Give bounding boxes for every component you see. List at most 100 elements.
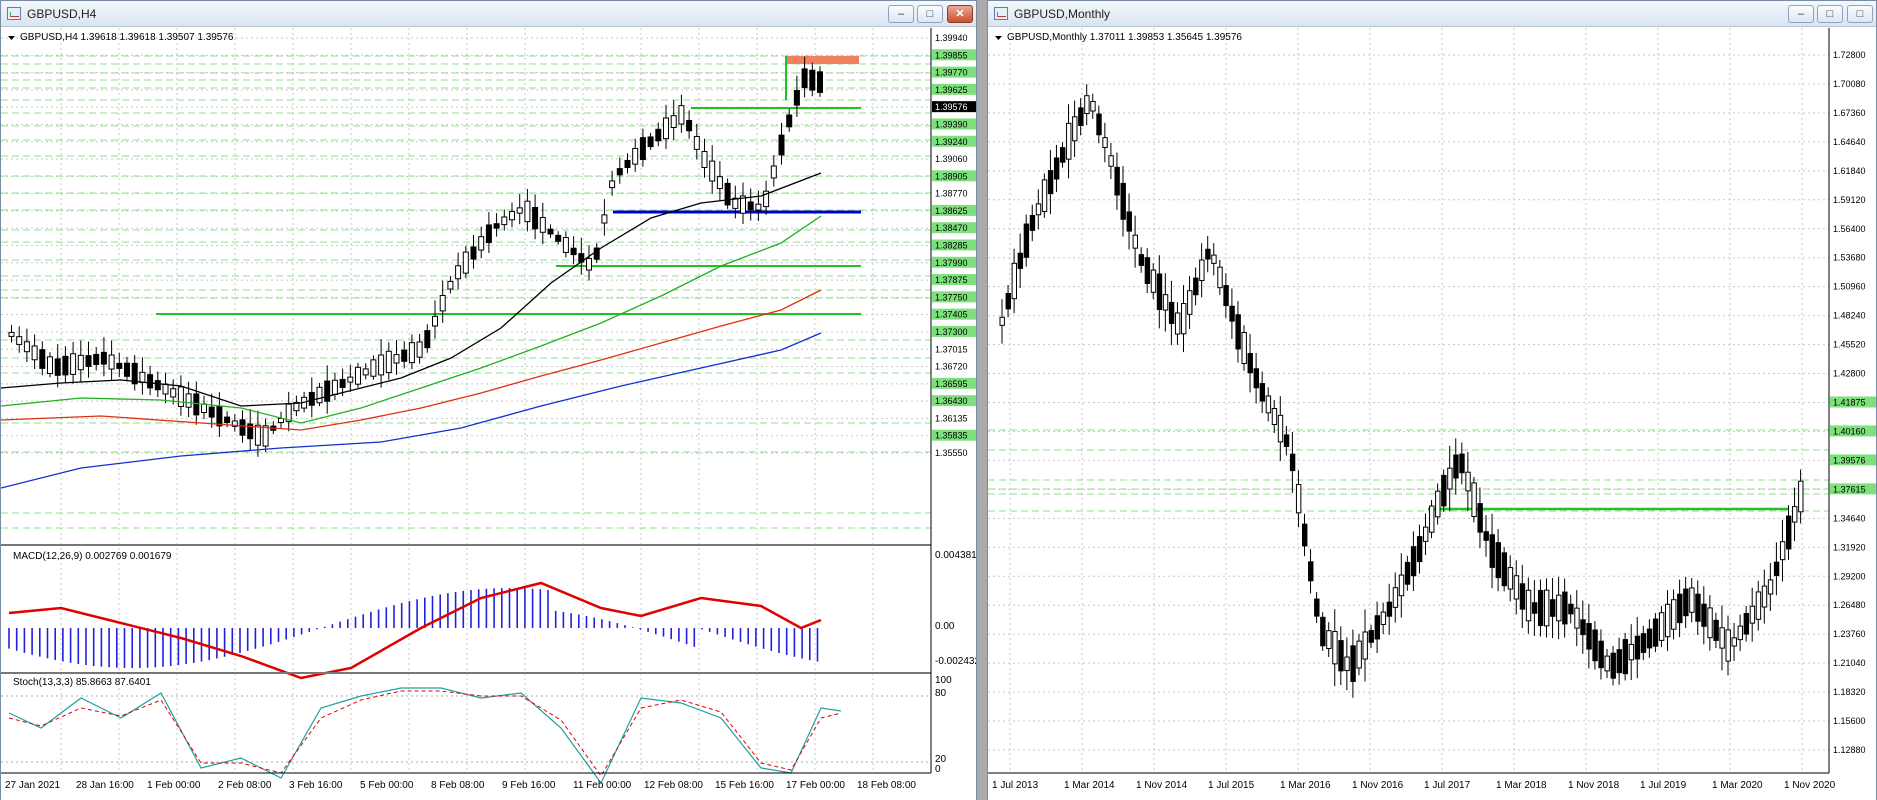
time-label: 1 Jul 2015 bbox=[1208, 780, 1255, 791]
bull-candle bbox=[70, 353, 77, 375]
price-label: 1.36135 bbox=[935, 413, 968, 423]
bear-candle bbox=[54, 358, 61, 376]
header-dropdown-icon[interactable] bbox=[995, 36, 1002, 40]
maximize-button[interactable]: □ bbox=[917, 5, 943, 23]
bull-candle bbox=[1332, 630, 1338, 665]
time-label: 1 Nov 2018 bbox=[1568, 780, 1620, 791]
bull-candle bbox=[77, 354, 84, 371]
bear-candle bbox=[1078, 107, 1084, 127]
bull-candle bbox=[1779, 541, 1786, 561]
bull-candle bbox=[23, 341, 30, 353]
time-label: 1 Mar 2018 bbox=[1496, 780, 1547, 791]
chart-header: GBPUSD,H4 1.39618 1.39618 1.39507 1.3957… bbox=[20, 32, 234, 43]
bull-candle bbox=[1392, 587, 1399, 608]
ma-line-red bbox=[1, 289, 822, 431]
price-label: 1.72800 bbox=[1833, 50, 1866, 60]
bear-candle bbox=[1773, 561, 1780, 576]
bear-candle bbox=[239, 419, 246, 436]
bull-candle bbox=[8, 331, 15, 337]
bull-candle bbox=[108, 354, 115, 370]
bull-candle bbox=[370, 359, 377, 377]
price-label: 1.67360 bbox=[1833, 108, 1866, 118]
bull-candle bbox=[1398, 574, 1405, 597]
close-button[interactable]: ✕ bbox=[947, 5, 973, 23]
bull-candle bbox=[509, 211, 515, 221]
bull-candle bbox=[1265, 395, 1272, 414]
bull-candle bbox=[1356, 640, 1362, 669]
bear-candle bbox=[62, 355, 69, 376]
bear-candle bbox=[1235, 314, 1241, 350]
bear-candle bbox=[1314, 598, 1320, 617]
price-tag-bg bbox=[1830, 425, 1876, 437]
time-label: 9 Feb 16:00 bbox=[502, 780, 556, 791]
window-titlebar[interactable]: GBPUSD,Monthly ‒ □ □ bbox=[988, 1, 1876, 27]
price-label: 1.38770 bbox=[935, 189, 968, 199]
bear-candle bbox=[1477, 503, 1483, 533]
price-label: 1.50960 bbox=[1833, 282, 1866, 292]
price-label: 1.29200 bbox=[1833, 571, 1866, 581]
price-label: 1.56400 bbox=[1833, 224, 1866, 234]
bear-candle bbox=[39, 349, 46, 369]
bull-candle bbox=[693, 135, 700, 150]
bull-candle bbox=[1011, 262, 1018, 300]
price-label: 1.39240 bbox=[935, 137, 968, 147]
restore-button[interactable]: □ bbox=[1847, 5, 1873, 23]
macd-scale-min: -0.002432 bbox=[935, 656, 976, 667]
price-tag-bg bbox=[932, 83, 976, 95]
header-dropdown-icon[interactable] bbox=[8, 36, 15, 40]
price-label: 1.15600 bbox=[1833, 716, 1866, 726]
chart-window-h4[interactable]: GBPUSD,H4 ‒ □ ✕ 1.39940 1.39855 1.39770 1.3… bbox=[0, 0, 977, 800]
bull-candle bbox=[678, 105, 685, 125]
bear-candle bbox=[1677, 593, 1683, 624]
chart-window-monthly[interactable]: GBPUSD,Monthly ‒ □ □ 1.72800 1.70080 1.673… bbox=[987, 0, 1877, 800]
bear-candle bbox=[93, 353, 100, 365]
bear-candle bbox=[424, 330, 431, 349]
bull-candle bbox=[1344, 656, 1350, 672]
maximize-button[interactable]: □ bbox=[1817, 5, 1843, 23]
time-label: 1 Jul 2013 bbox=[992, 780, 1039, 791]
h4-chart-canvas[interactable]: 1.39940 1.39855 1.39770 1.39625 1.39576 1.393… bbox=[1, 28, 976, 800]
bull-candle bbox=[1755, 591, 1762, 620]
price-tag-bg bbox=[932, 256, 976, 268]
bull-candle bbox=[1271, 408, 1278, 425]
bear-candle bbox=[1350, 645, 1356, 682]
bear-candle bbox=[324, 380, 331, 402]
monthly-chart-canvas[interactable]: 1.72800 1.70080 1.67360 1.64640 1.61840 1.591… bbox=[988, 28, 1876, 800]
price-label: 1.59120 bbox=[1833, 195, 1866, 205]
bear-candle bbox=[801, 68, 808, 89]
price-tag-bg bbox=[932, 274, 976, 286]
price-label: 1.39855 bbox=[935, 50, 968, 60]
bear-candle bbox=[1786, 515, 1792, 550]
minimize-button[interactable]: ‒ bbox=[888, 5, 914, 23]
bull-candle bbox=[462, 251, 469, 274]
price-label: 1.37990 bbox=[935, 258, 968, 268]
bull-candle bbox=[162, 383, 169, 395]
bull-candle bbox=[1174, 312, 1181, 335]
bear-candle bbox=[1338, 640, 1344, 672]
bear-candle bbox=[485, 224, 492, 244]
bear-candle bbox=[555, 234, 562, 242]
bull-candle bbox=[601, 214, 608, 224]
minimize-button[interactable]: ‒ bbox=[1788, 5, 1814, 23]
bull-candle bbox=[1767, 579, 1774, 595]
price-label: 1.34640 bbox=[1833, 513, 1866, 523]
bear-candle bbox=[786, 114, 793, 128]
ma-line-blue bbox=[1, 332, 822, 489]
bull-candle bbox=[1181, 303, 1187, 335]
bull-candle bbox=[562, 237, 569, 253]
candles bbox=[8, 56, 823, 457]
price-label: 1.39576 bbox=[935, 102, 968, 112]
bull-candle bbox=[1326, 630, 1332, 650]
bear-candle bbox=[532, 207, 539, 230]
bull-candle bbox=[1035, 203, 1042, 216]
bear-candle bbox=[1404, 561, 1411, 585]
ma-line-black bbox=[1, 172, 822, 407]
bull-candle bbox=[378, 354, 385, 376]
bear-candle bbox=[147, 374, 154, 389]
bear-candle bbox=[655, 128, 662, 142]
bear-candle bbox=[1568, 603, 1574, 615]
window-titlebar[interactable]: GBPUSD,H4 ‒ □ ✕ bbox=[1, 1, 976, 27]
bear-candle bbox=[85, 355, 92, 367]
bull-candle bbox=[447, 280, 454, 290]
bull-candle bbox=[716, 176, 723, 190]
